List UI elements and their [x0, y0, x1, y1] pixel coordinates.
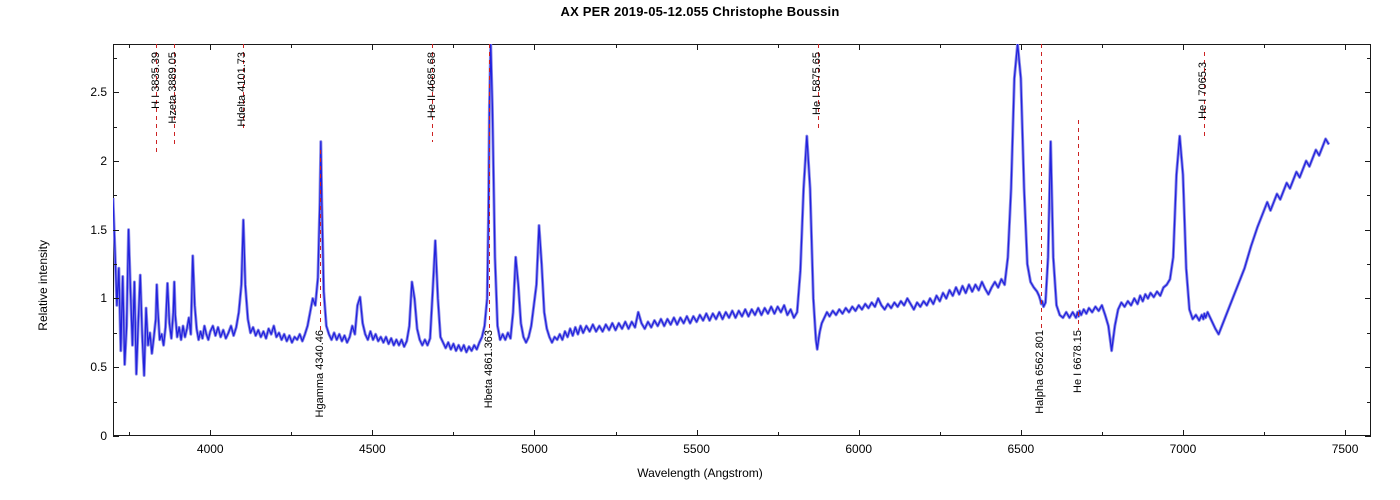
y-axis-label: Relative intensity	[36, 240, 50, 331]
spectrum-halo	[113, 44, 1331, 377]
x-tick-major	[1182, 44, 1184, 50]
y-tick-minor	[1367, 126, 1371, 128]
annotation-label: Hbeta 4861.363	[482, 330, 495, 409]
y-tick-label: 2.5	[90, 85, 107, 100]
y-tick-minor	[1367, 332, 1371, 334]
annotation-label: Hzeta 3889.05	[167, 52, 180, 124]
annotation-label: H I 3835.39	[149, 52, 162, 109]
y-tick-major	[113, 367, 119, 369]
x-tick-minor	[939, 432, 941, 436]
annotation-line	[242, 44, 244, 128]
y-tick-minor	[1367, 264, 1371, 266]
annotation-line	[1040, 44, 1042, 330]
y-tick-major	[1365, 436, 1371, 437]
y-tick-major	[1365, 229, 1371, 231]
x-tick-major	[858, 44, 860, 50]
y-tick-label: 1.5	[90, 222, 107, 237]
annotation-line	[432, 44, 434, 142]
y-tick-major	[113, 229, 119, 231]
y-tick-major	[1365, 298, 1371, 300]
y-tick-minor	[113, 195, 117, 197]
x-tick-minor	[129, 44, 131, 48]
annotation-line	[156, 44, 158, 152]
page-title: AX PER 2019-05-12.055 Christophe Boussin	[560, 4, 840, 19]
y-tick-major	[113, 436, 119, 437]
y-tick-major	[113, 92, 119, 94]
y-tick-major	[1365, 367, 1371, 369]
y-axis-label-holder: Relative intensity	[26, 0, 50, 500]
x-tick-minor	[939, 44, 941, 48]
annotation-label: He II 4685.68	[425, 52, 438, 119]
y-tick-major	[113, 160, 119, 162]
x-tick-minor	[615, 432, 617, 436]
y-tick-minor	[113, 401, 117, 403]
x-tick-label: 5500	[683, 442, 710, 456]
y-tick-label: 1	[100, 291, 107, 306]
x-tick-label: 6000	[845, 442, 873, 456]
x-tick-label: 4000	[196, 442, 224, 456]
x-tick-major	[1020, 44, 1022, 50]
x-tick-major	[696, 430, 698, 436]
annotation-line	[173, 44, 175, 148]
x-tick-major	[534, 44, 536, 50]
x-tick-minor	[453, 432, 455, 436]
x-tick-label: 6500	[1007, 442, 1035, 456]
y-tick-label: 2	[100, 153, 107, 168]
y-tick-major	[1365, 92, 1371, 94]
annotation-label: He I 7065.3	[1197, 62, 1210, 119]
y-tick-minor	[113, 126, 117, 128]
x-tick-major	[1020, 430, 1022, 436]
spectrum-path	[113, 44, 1330, 377]
x-tick-minor	[129, 432, 131, 436]
x-tick-label: 7500	[1331, 442, 1359, 456]
x-tick-minor	[453, 44, 455, 48]
x-tick-minor	[1101, 432, 1103, 436]
annotation-line	[320, 150, 322, 330]
x-tick-major	[1345, 44, 1347, 50]
x-tick-minor	[291, 44, 293, 48]
x-tick-major	[210, 430, 212, 436]
annotation-line	[817, 44, 819, 130]
spectrum-line-svg	[113, 44, 1331, 377]
x-tick-major	[372, 430, 374, 436]
y-tick-label: 0.5	[90, 360, 107, 375]
x-tick-label: 5000	[521, 442, 548, 456]
x-tick-minor	[1264, 44, 1265, 48]
x-tick-major	[858, 430, 860, 436]
y-tick-minor	[1367, 195, 1371, 197]
x-tick-major	[696, 44, 698, 50]
x-tick-minor	[1101, 44, 1103, 48]
x-tick-minor	[777, 44, 779, 48]
x-tick-minor	[615, 44, 617, 48]
annotation-label: He I 5875.65	[811, 52, 824, 115]
x-tick-label: 4500	[359, 442, 386, 456]
x-tick-major	[1345, 430, 1347, 436]
annotation-label: Hdelta 4101.73	[236, 52, 249, 127]
annotation-line	[1203, 52, 1205, 140]
annotation-label: He I 6678.15	[1071, 330, 1084, 393]
annotation-label: Halpha 6562.801	[1034, 330, 1047, 414]
y-tick-minor	[1367, 401, 1371, 403]
x-tick-minor	[1264, 432, 1265, 436]
y-tick-minor	[113, 264, 117, 266]
x-tick-major	[210, 44, 212, 50]
x-tick-major	[534, 430, 536, 436]
x-tick-minor	[777, 432, 779, 436]
y-tick-minor	[1367, 57, 1371, 59]
y-tick-major	[1365, 160, 1371, 162]
x-tick-minor	[291, 432, 293, 436]
y-tick-minor	[113, 332, 117, 334]
x-tick-major	[1182, 430, 1184, 436]
x-tick-label: 7000	[1169, 442, 1197, 456]
y-tick-label: 0	[100, 429, 107, 443]
annotation-line	[489, 44, 490, 330]
y-tick-minor	[113, 57, 117, 59]
x-tick-major	[372, 44, 374, 50]
y-tick-major	[113, 298, 119, 300]
annotation-label: Hgamma 4340.46	[313, 330, 326, 418]
plot-area[interactable]: H I 3835.39 Hzeta 3889.05 Hdelta 4101.73 He…	[113, 44, 1371, 436]
x-axis-label: Wavelength (Angstrom)	[637, 466, 763, 480]
annotation-line	[1078, 120, 1080, 330]
